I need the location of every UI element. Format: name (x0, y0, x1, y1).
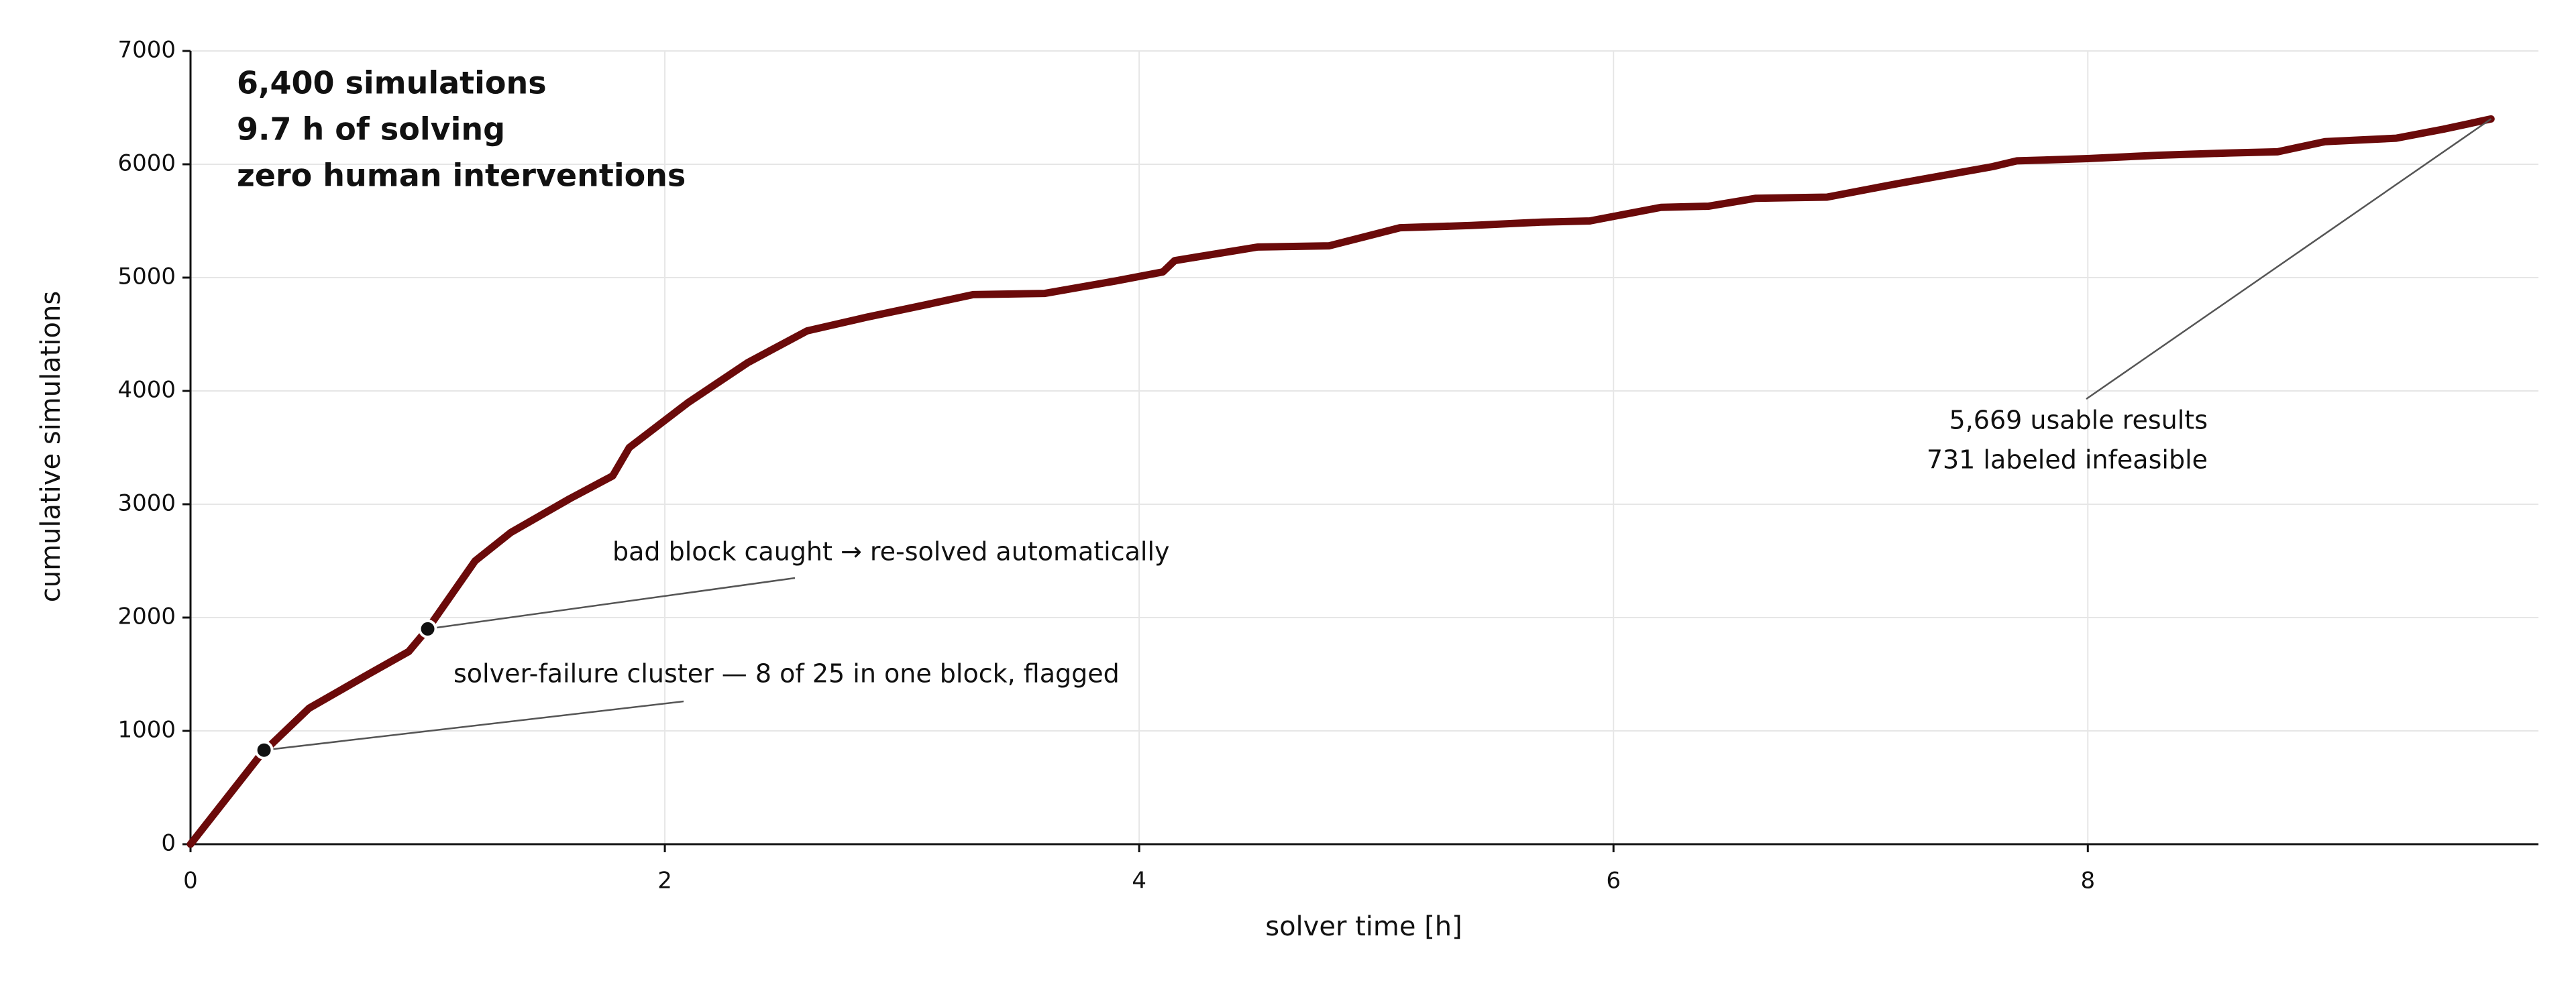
y-tick-label: 2000 (117, 603, 176, 630)
y-tick-label: 3000 (117, 490, 176, 517)
y-tick-label: 6000 (117, 150, 176, 177)
summary-text: zero human interventions (237, 158, 686, 194)
y-tick-label: 4000 (117, 377, 176, 404)
y-tick-label: 1000 (117, 717, 176, 744)
annotation-text: bad block caught → re-solved automatical… (612, 537, 1170, 567)
x-tick-label: 8 (2080, 868, 2095, 894)
annotation-leader (2086, 118, 2492, 400)
summary-text: 9.7 h of solving (237, 111, 505, 148)
x-tick-label: 4 (1132, 868, 1146, 894)
x-tick-label: 0 (183, 868, 198, 894)
data-line (186, 115, 2495, 848)
annotation-text: 5,669 usable results (1949, 406, 2208, 435)
summary-text: 6,400 simulations (237, 65, 547, 101)
annotation-leader (264, 700, 684, 751)
annotation-marker (418, 619, 437, 638)
annotation-marker (254, 740, 274, 760)
y-tick-label: 5000 (117, 264, 176, 290)
x-tick-label: 2 (657, 868, 672, 894)
y-axis-label: cumulative simulations (36, 291, 66, 602)
y-tick-label: 7000 (117, 37, 176, 64)
y-tick-label: 0 (161, 830, 176, 857)
annotation-leader (427, 577, 796, 630)
annotation-text: 731 labeled infeasible (1927, 445, 2208, 475)
x-axis-label: solver time [h] (1265, 911, 1462, 942)
annotation-text: solver-failure cluster — 8 of 25 in one … (453, 659, 1120, 689)
x-tick-label: 6 (1606, 868, 1621, 894)
